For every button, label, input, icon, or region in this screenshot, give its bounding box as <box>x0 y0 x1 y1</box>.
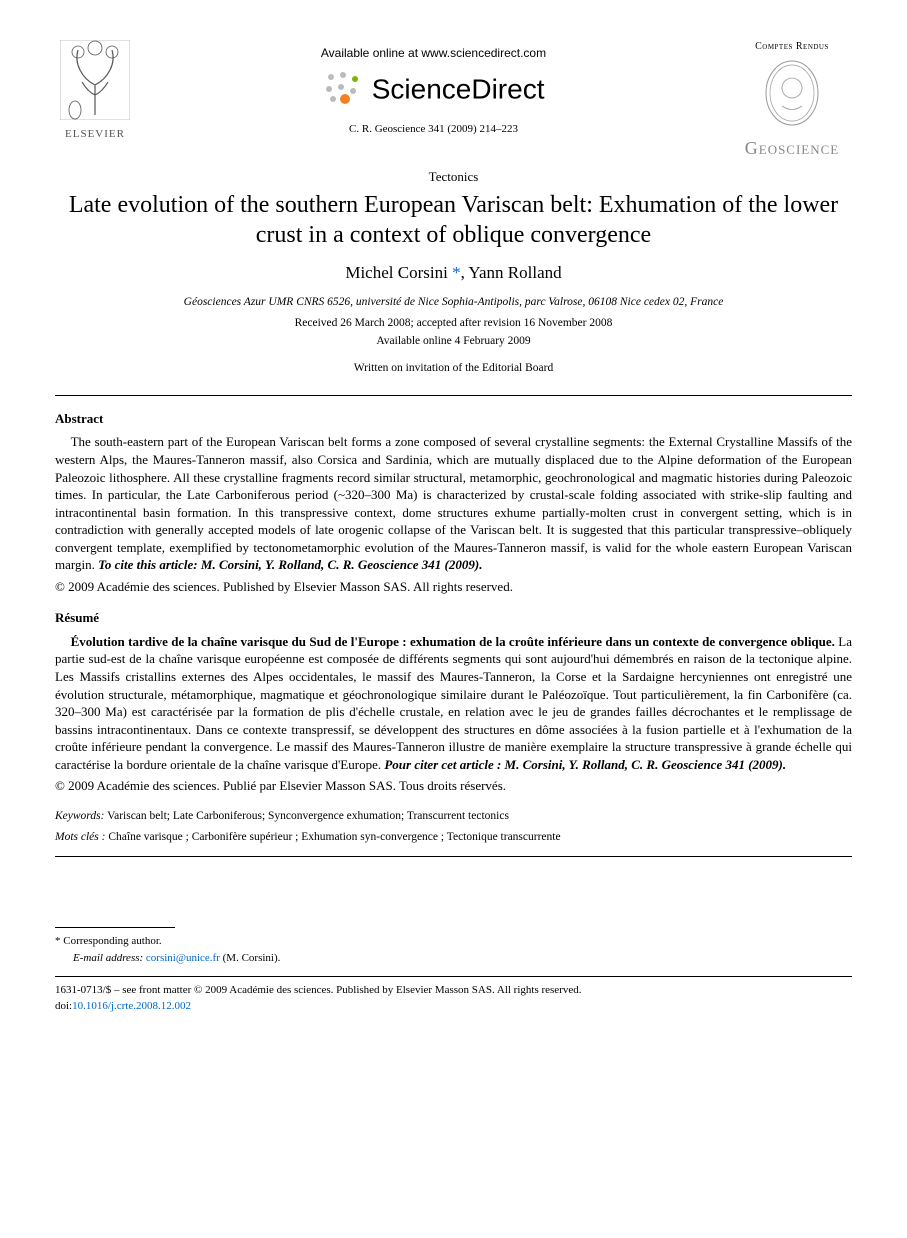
email-line: E-mail address: corsini@unice.fr (M. Cor… <box>73 951 852 966</box>
keywords-en: Keywords: Variscan belt; Late Carbonifer… <box>55 809 852 825</box>
abstract-cite: To cite this article: M. Corsini, Y. Rol… <box>98 557 482 572</box>
elsevier-label: ELSEVIER <box>55 127 135 142</box>
sciencedirect-text: ScienceDirect <box>372 74 545 105</box>
header-row: ELSEVIER Available online at www.science… <box>55 40 852 160</box>
divider <box>55 395 852 396</box>
footnote-separator <box>55 927 175 928</box>
email-suffix: (M. Corsini). <box>220 952 281 964</box>
elsevier-tree-icon <box>60 40 130 120</box>
keywords-fr: Mots clés : Chaîne varisque ; Carbonifèr… <box>55 830 852 846</box>
abstract-body: The south-eastern part of the European V… <box>55 433 852 573</box>
front-matter: 1631-0713/$ – see front matter © 2009 Ac… <box>55 983 852 998</box>
journal-emblem-icon <box>762 58 822 128</box>
keywords-en-text: Variscan belt; Late Carboniferous; Synco… <box>104 810 509 822</box>
corresponding-star-icon: * <box>452 263 461 282</box>
received-date: Received 26 March 2008; accepted after r… <box>55 316 852 332</box>
resume-text: La partie sud-est de la chaîne varisque … <box>55 634 852 772</box>
email-link[interactable]: corsini@unice.fr <box>146 952 220 964</box>
authors: Michel Corsini *, Yann Rolland <box>55 262 852 285</box>
keywords-fr-text: Chaîne varisque ; Carbonifère supérieur … <box>105 831 560 843</box>
resume-copyright: © 2009 Académie des sciences. Publié par… <box>55 777 852 795</box>
doi-link[interactable]: 10.1016/j.crte.2008.12.002 <box>72 1000 191 1012</box>
corresponding-author: * Corresponding author. <box>55 934 852 949</box>
abstract-heading: Abstract <box>55 410 852 428</box>
resume-lead: Évolution tardive de la chaîne varisque … <box>71 634 839 649</box>
journal-name-top: Comptes Rendus <box>732 40 852 54</box>
sd-dots-icon <box>323 69 363 110</box>
divider <box>55 856 852 857</box>
available-date: Available online 4 February 2009 <box>55 334 852 350</box>
abstract-copyright: © 2009 Académie des sciences. Published … <box>55 578 852 596</box>
sciencedirect-logo: ScienceDirect <box>323 69 545 110</box>
divider <box>55 976 852 977</box>
resume-cite: Pour citer cet article : M. Corsini, Y. … <box>384 757 786 772</box>
resume-body: Évolution tardive de la chaîne varisque … <box>55 633 852 773</box>
abstract-text: The south-eastern part of the European V… <box>55 434 852 572</box>
journal-logo: Comptes Rendus Geoscience <box>732 40 852 160</box>
article-title: Late evolution of the southern European … <box>55 190 852 250</box>
doi-line: doi:10.1016/j.crte.2008.12.002 <box>55 999 852 1014</box>
keywords-en-label: Keywords: <box>55 810 104 822</box>
center-header: Available online at www.sciencedirect.co… <box>135 40 732 137</box>
invitation-note: Written on invitation of the Editorial B… <box>55 361 852 377</box>
resume-heading: Résumé <box>55 609 852 627</box>
doi-label: doi: <box>55 1000 72 1012</box>
available-online-text: Available online at www.sciencedirect.co… <box>135 45 732 61</box>
affiliation: Géosciences Azur UMR CNRS 6526, universi… <box>55 295 852 311</box>
journal-reference: C. R. Geoscience 341 (2009) 214–223 <box>135 122 732 137</box>
email-label: E-mail address: <box>73 952 146 964</box>
section-label: Tectonics <box>55 168 852 186</box>
journal-name-bottom: Geoscience <box>732 136 852 160</box>
elsevier-logo: ELSEVIER <box>55 40 135 141</box>
keywords-fr-label: Mots clés : <box>55 831 105 843</box>
